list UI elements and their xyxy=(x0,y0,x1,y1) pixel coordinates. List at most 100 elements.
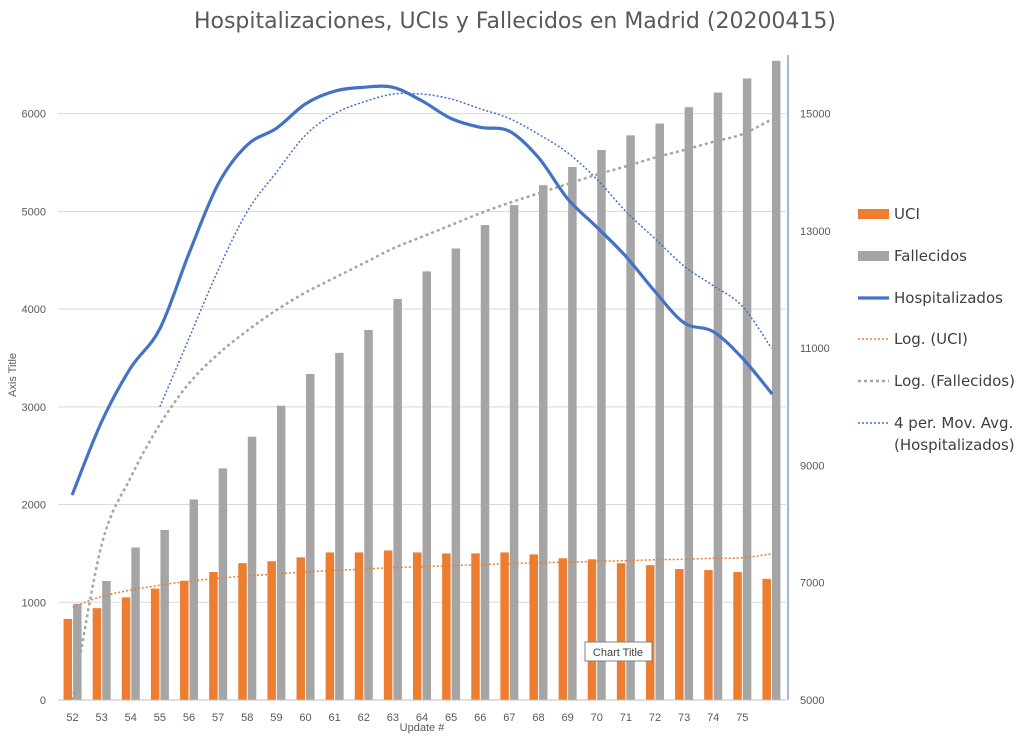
y2-tick-label: 5000 xyxy=(800,695,824,707)
legend-item: UCI xyxy=(858,205,920,223)
x-tick-label: 71 xyxy=(620,712,632,724)
uci-bar xyxy=(645,565,655,700)
uci-bar xyxy=(325,552,335,700)
fallecidos-bar xyxy=(742,78,752,701)
legend-item: 4 per. Mov. Avg. (Hospitalizados) xyxy=(858,414,1015,454)
y2-tick-label: 11000 xyxy=(800,343,830,355)
fallecidos-bar xyxy=(131,547,140,700)
legend-label: (Hospitalizados) xyxy=(894,436,1015,454)
x-tick-label: 72 xyxy=(649,712,661,724)
x-tick-label: 68 xyxy=(532,712,544,724)
x-tick-label: 55 xyxy=(154,712,166,724)
uci-bar xyxy=(587,559,597,700)
fallecidos-bar xyxy=(626,135,635,701)
x-tick-label: 66 xyxy=(474,712,486,724)
fallecidos-bar xyxy=(568,166,577,700)
fallecidos-bar xyxy=(73,603,82,700)
fallecidos-bar xyxy=(335,352,344,700)
uci-bar xyxy=(267,561,276,700)
y-tick-label: 4000 xyxy=(22,304,46,316)
x-tick-label: 69 xyxy=(561,712,573,724)
x-tick-label: 59 xyxy=(270,712,282,724)
uci-bar xyxy=(92,608,102,700)
x-tick-label: 63 xyxy=(387,712,399,724)
fallecidos-bar xyxy=(276,405,286,700)
legend-label: 4 per. Mov. Avg. xyxy=(894,414,1013,432)
x-tick-label: 52 xyxy=(66,712,78,724)
x-tick-label: 67 xyxy=(503,712,515,724)
gridlines xyxy=(58,113,786,603)
fallecidos-bar xyxy=(393,298,402,700)
legend-item: Hospitalizados xyxy=(858,289,1003,307)
fallecidos-bar xyxy=(509,205,519,701)
legend-label: UCI xyxy=(894,205,920,223)
uci-bar xyxy=(616,563,626,700)
uci-log-trendline xyxy=(72,553,772,608)
fallecidos-bar xyxy=(655,123,664,700)
fallecidos-bar xyxy=(713,92,723,700)
fallecidos-bar xyxy=(771,60,781,700)
x-tick-label: 65 xyxy=(445,712,457,724)
legend-label: Log. (Fallecidos) xyxy=(894,372,1015,390)
fallecidos-bar xyxy=(102,580,111,700)
fallecidos-bar xyxy=(597,149,606,700)
uci-bar xyxy=(354,552,364,700)
legend: UCI Fallecidos Hospitalizados Log. (UCI) Log… xyxy=(858,205,1015,454)
hospitalizados-line xyxy=(71,84,773,496)
uci-bar xyxy=(733,571,742,700)
x-tick-label: 70 xyxy=(591,712,603,724)
x-tick-label: 53 xyxy=(96,712,108,724)
y2-tick-label: 7000 xyxy=(800,578,824,590)
fallecidos-bar xyxy=(538,185,548,700)
y-tick-label: 0 xyxy=(40,695,46,707)
y2-tick-label: 15000 xyxy=(800,109,831,121)
fallecidos-bar xyxy=(364,330,373,700)
x-tick-label: 62 xyxy=(358,712,370,724)
fallecidos-bar xyxy=(160,529,169,700)
x-tick-label: 75 xyxy=(736,712,748,724)
lines xyxy=(71,84,773,701)
axes: 0 1000 2000 3000 4000 5000 6000 5000 7000 9000 110… xyxy=(22,55,831,724)
uci-bar xyxy=(529,554,538,700)
uci-bar xyxy=(675,569,684,700)
x-tick-label: 74 xyxy=(707,712,719,724)
x-tick-label: 61 xyxy=(329,712,341,724)
uci-bar xyxy=(150,588,160,700)
legend-label: Hospitalizados xyxy=(894,289,1003,307)
fallecidos-bar xyxy=(684,107,694,701)
fallecidos-bar xyxy=(451,248,461,700)
uci-bar xyxy=(296,557,306,700)
uci-bar xyxy=(63,618,73,700)
chart-title-annotation[interactable]: Chart Title xyxy=(584,641,653,662)
uci-bar xyxy=(180,580,189,700)
y-tick-label: 6000 xyxy=(22,109,46,121)
x-tick-label: 54 xyxy=(125,712,137,724)
uci-bar xyxy=(500,552,509,700)
x-tick-label: 56 xyxy=(183,712,195,724)
uci-bar xyxy=(471,553,480,700)
x-tick-label: 73 xyxy=(678,712,690,724)
y2-tick-label: 9000 xyxy=(800,460,824,472)
hospitalizados-moving-average xyxy=(159,92,773,408)
bars xyxy=(63,60,781,701)
uci-bar xyxy=(442,553,451,700)
legend-swatch xyxy=(858,251,889,261)
x-tick-label: 57 xyxy=(212,712,224,724)
fallecidos-log-trendline xyxy=(71,118,772,701)
fallecidos-bar xyxy=(218,468,228,700)
y-tick-label: 5000 xyxy=(22,206,46,218)
x-axis-title: Update # xyxy=(400,722,446,734)
legend-item: Log. (Fallecidos) xyxy=(858,372,1015,390)
annotation-text: Chart Title xyxy=(593,647,643,659)
fallecidos-bar xyxy=(247,436,257,700)
fallecidos-bar xyxy=(189,499,199,700)
legend-swatch xyxy=(858,209,889,219)
legend-item: Fallecidos xyxy=(858,247,967,265)
x-tick-label: 60 xyxy=(299,712,311,724)
fallecidos-bar xyxy=(480,225,490,700)
annotation-box xyxy=(584,641,653,662)
uci-bar xyxy=(762,578,771,700)
y-axis-title: Axis Title xyxy=(7,353,19,397)
x-tick-label: 58 xyxy=(241,712,253,724)
